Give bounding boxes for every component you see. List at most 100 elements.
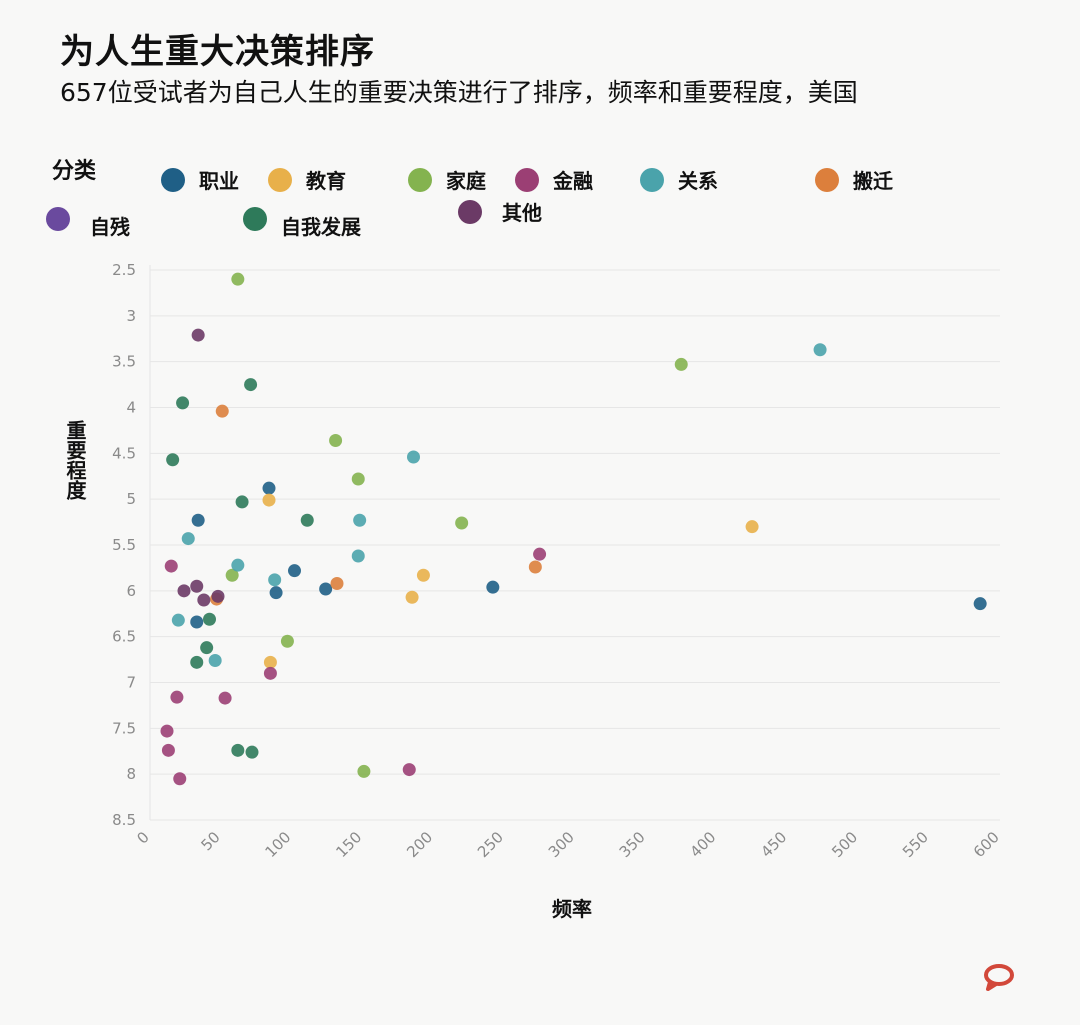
data-point[interactable] <box>455 516 469 530</box>
data-point[interactable] <box>181 532 195 546</box>
legend-dot-icon <box>161 167 185 192</box>
data-point[interactable] <box>245 745 259 759</box>
data-point[interactable] <box>160 724 174 738</box>
data-point[interactable] <box>191 328 205 342</box>
y-tick-label: 5.5 <box>112 536 136 554</box>
data-point[interactable] <box>244 378 258 392</box>
legend-item-family[interactable]: 家庭 <box>408 165 486 194</box>
data-point[interactable] <box>218 691 232 705</box>
data-point[interactable] <box>263 655 277 669</box>
data-point[interactable] <box>416 568 430 582</box>
legend-dot-icon <box>268 167 292 192</box>
data-point[interactable] <box>745 520 759 534</box>
legend-item-finance[interactable]: 金融 <box>515 165 593 194</box>
data-point[interactable] <box>197 593 211 607</box>
data-point[interactable] <box>208 654 222 667</box>
y-tick-label: 4.5 <box>112 444 136 462</box>
data-point[interactable] <box>231 558 245 572</box>
y-tick-label: 7.5 <box>112 719 136 737</box>
data-point[interactable] <box>203 612 216 626</box>
data-point[interactable] <box>190 579 204 593</box>
data-point[interactable] <box>171 613 185 627</box>
data-point[interactable] <box>300 513 314 527</box>
data-point[interactable] <box>407 450 420 464</box>
legend-label: 金融 <box>553 169 593 193</box>
data-point[interactable] <box>528 560 542 574</box>
legend-item-education[interactable]: 教育 <box>268 165 346 194</box>
data-point[interactable] <box>262 481 276 495</box>
data-point[interactable] <box>177 584 191 598</box>
y-tick-label: 8 <box>126 765 136 783</box>
data-point[interactable] <box>164 559 178 573</box>
legend-item-self-harm[interactable]: 自残 <box>46 197 130 240</box>
data-point[interactable] <box>405 590 419 604</box>
legend-dot-icon <box>515 167 539 192</box>
data-point[interactable] <box>280 634 294 648</box>
data-point[interactable] <box>351 549 365 563</box>
data-point[interactable] <box>235 495 249 509</box>
legend-label: 自我发展 <box>281 215 361 239</box>
data-point[interactable] <box>161 743 175 757</box>
data-point[interactable] <box>357 764 371 778</box>
data-point[interactable] <box>173 772 187 786</box>
data-point[interactable] <box>319 582 333 596</box>
data-point[interactable] <box>262 493 276 507</box>
y-tick-label: 3.5 <box>112 353 136 371</box>
data-point[interactable] <box>176 396 190 410</box>
x-tick-label: 450 <box>757 828 790 861</box>
legend-label: 搬迁 <box>853 169 893 193</box>
data-point[interactable] <box>190 615 204 629</box>
legend-item-relocation[interactable]: 搬迁 <box>815 165 893 194</box>
x-tick-label: 500 <box>828 828 861 861</box>
data-point[interactable] <box>191 513 205 527</box>
y-axis-label: 重要程度 <box>63 420 87 500</box>
x-tick-label: 250 <box>474 828 507 861</box>
legend-item-other[interactable]: 其他 <box>458 197 542 226</box>
x-tick-label: 150 <box>332 828 365 861</box>
data-point[interactable] <box>402 763 416 777</box>
speech-bubble-logo-icon <box>984 964 1014 991</box>
legend-title: 分类 <box>52 159 97 184</box>
data-point[interactable] <box>231 743 245 757</box>
data-point[interactable] <box>813 343 827 357</box>
data-point[interactable] <box>533 547 547 561</box>
x-tick-label: 350 <box>616 828 649 861</box>
data-point[interactable] <box>269 586 283 600</box>
data-point[interactable] <box>225 568 239 582</box>
data-point[interactable] <box>268 573 282 587</box>
data-point[interactable] <box>973 597 987 611</box>
legend-label: 自残 <box>90 215 130 239</box>
y-tick-label: 4 <box>126 399 136 417</box>
data-point[interactable] <box>231 272 245 286</box>
legend-dot-icon <box>408 167 432 192</box>
data-point[interactable] <box>211 589 225 603</box>
y-tick-label: 8.5 <box>112 811 136 829</box>
y-tick-label: 5 <box>126 490 136 508</box>
data-point[interactable] <box>353 513 367 527</box>
legend-dot-icon <box>815 167 839 192</box>
data-point[interactable] <box>330 577 344 590</box>
data-point[interactable] <box>351 472 365 486</box>
data-point[interactable] <box>166 453 180 467</box>
data-point[interactable] <box>674 357 688 371</box>
legend-label: 家庭 <box>446 169 486 193</box>
x-tick-labels: 0 50 100 150 200 250 300 350 400 450 500 550 600 <box>133 828 1002 861</box>
data-point[interactable] <box>329 434 343 447</box>
legend-label: 职业 <box>199 169 239 193</box>
chart-title: 为人生重大决策排序 <box>60 32 375 72</box>
legend-dot-icon <box>458 199 482 224</box>
legend-item-self-development[interactable]: 自我发展 <box>243 197 361 240</box>
data-point[interactable] <box>200 641 214 655</box>
y-tick-label: 3 <box>126 307 136 325</box>
data-point[interactable] <box>288 564 301 578</box>
legend-item-relationship[interactable]: 关系 <box>640 165 718 194</box>
data-point[interactable] <box>170 690 184 704</box>
data-point[interactable] <box>190 655 204 669</box>
legend-item-career[interactable]: 职业 <box>161 165 239 194</box>
y-tick-label: 6 <box>126 582 136 600</box>
x-tick-label: 300 <box>545 828 578 861</box>
data-point[interactable] <box>263 666 277 680</box>
data-point[interactable] <box>486 580 500 594</box>
data-point[interactable] <box>215 404 229 418</box>
